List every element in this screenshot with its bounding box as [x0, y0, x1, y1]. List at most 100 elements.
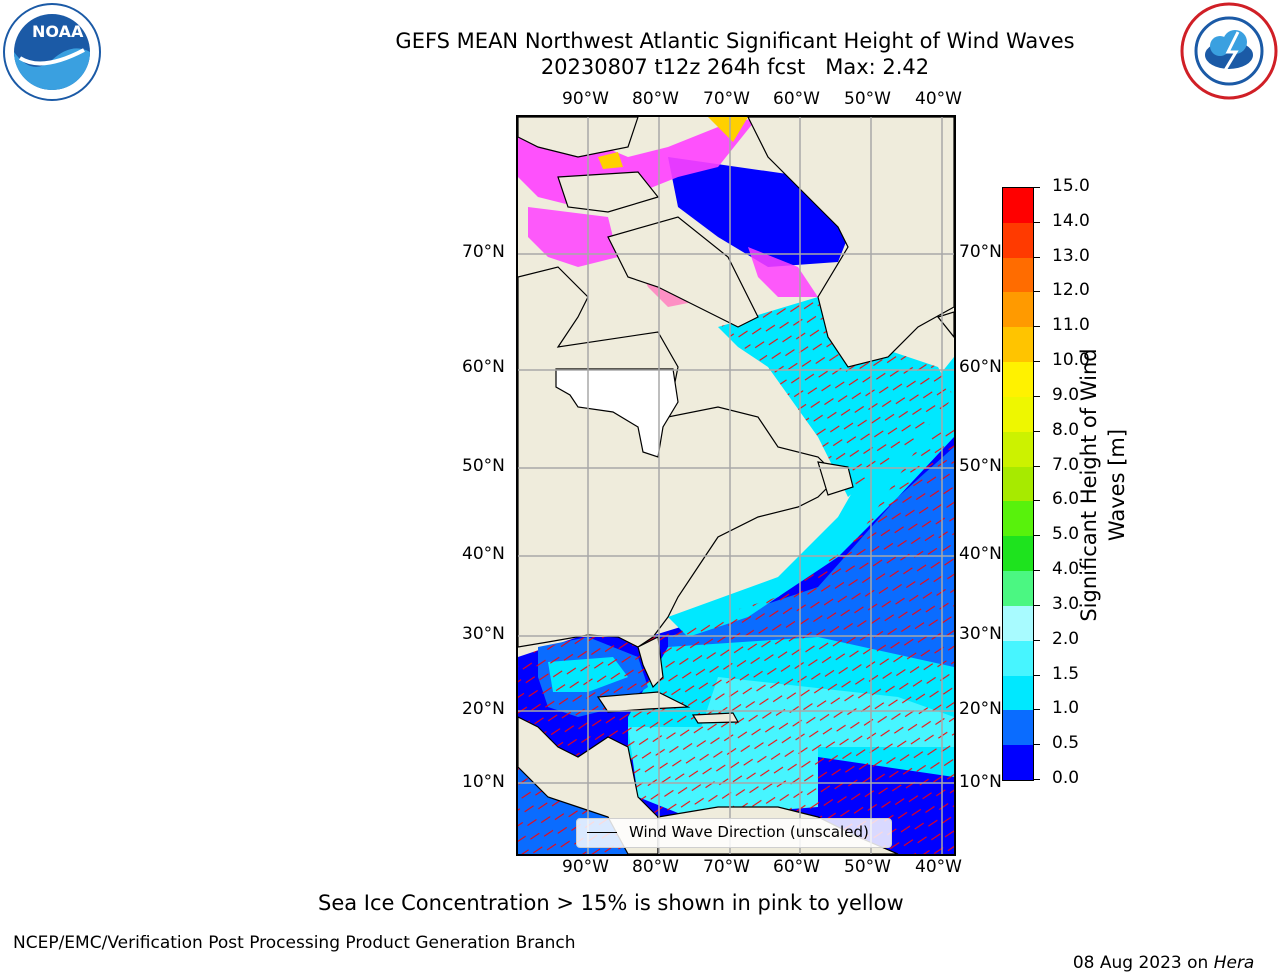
colorbar-tick-mark [1034, 674, 1040, 676]
colorbar-swatch [1003, 187, 1033, 223]
colorbar-tick-label: 2.0 [1052, 628, 1080, 649]
lon-label-top: 80°W [632, 89, 679, 109]
colorbar-tick-mark [1034, 779, 1040, 780]
lat-label-left: 10°N [462, 772, 505, 792]
lon-label-top: 60°W [773, 89, 820, 109]
noaa-logo-text: NOAA [32, 22, 84, 41]
lon-label-top: 90°W [562, 89, 609, 109]
colorbar-tick-label: 6.0 [1052, 489, 1080, 510]
legend-label: Wind Wave Direction (unscaled) [629, 823, 869, 841]
lat-label-right: 10°N [959, 772, 1002, 792]
colorbar-swatch [1003, 745, 1033, 780]
colorbar-tick-label: 5.0 [1052, 524, 1080, 545]
sea-ice-yellow [538, 117, 748, 169]
lon-label-bottom: 70°W [703, 857, 750, 877]
colorbar-tick-mark [1034, 326, 1040, 328]
land-arctic-isl-2 [557, 171, 660, 213]
colorbar-tick-label: 11.0 [1052, 315, 1090, 336]
footer-left: NCEP/EMC/Verification Post Processing Pr… [13, 933, 576, 953]
colorbar-tick-mark [1034, 395, 1040, 397]
map-plot [516, 115, 956, 856]
colorbar-tick-mark [1034, 256, 1040, 258]
lat-label-right: 50°N [959, 456, 1002, 476]
lat-label-left: 60°N [462, 357, 505, 377]
map-legend: Wind Wave Direction (unscaled) [576, 818, 892, 848]
colorbar-tick-mark [1034, 639, 1040, 641]
colorbar-tick-label: 4.0 [1052, 559, 1080, 580]
colorbar-tick-label: 13.0 [1052, 245, 1090, 266]
colorbar-tick-label: 15.0 [1052, 176, 1090, 196]
colorbar-tick-mark [1034, 465, 1040, 467]
colorbar-swatch [1003, 292, 1033, 328]
colorbar-ticks: 0.0 0.5 1.0 1.5 2.0 3.0 4.0 5.0 6.0 7.0 8.0 9.0 10.0… [1034, 176, 1114, 788]
lon-label-bottom: 90°W [562, 857, 609, 877]
colorbar-tick-mark [1034, 430, 1040, 432]
footer-machine: Hera [1213, 953, 1255, 973]
colorbar-tick-mark [1034, 187, 1040, 188]
lat-label-left: 40°N [462, 544, 505, 564]
colorbar-swatch [1003, 710, 1033, 746]
map-svg [518, 117, 954, 854]
colorbar-swatch [1003, 605, 1033, 641]
lat-label-right: 30°N [959, 624, 1002, 644]
land-hispaniola [691, 712, 740, 724]
lon-label-top: 50°W [844, 89, 891, 109]
colorbar-swatch [1003, 257, 1033, 293]
sea-ice-archipelago [528, 207, 618, 267]
land-baffin [607, 216, 759, 328]
land-north-america [518, 266, 839, 648]
colorbar-tick-mark [1034, 500, 1040, 502]
land-florida [637, 636, 664, 689]
land-cuba [596, 691, 691, 713]
lat-label-right: 40°N [959, 544, 1002, 564]
colorbar-swatch [1003, 396, 1033, 432]
colorbar-label-line1: Significant Height of Wind [1077, 348, 1101, 622]
lon-label-top: 70°W [703, 89, 750, 109]
colorbar-tick-label: 10.0 [1052, 350, 1090, 371]
colorbar-tick-mark [1034, 535, 1040, 537]
colorbar-tick-label: 14.0 [1052, 210, 1090, 231]
colorbar-swatch [1003, 536, 1033, 572]
colorbar-tick-label: 12.0 [1052, 280, 1090, 301]
colorbar-swatch [1003, 501, 1033, 537]
colorbar-tick-label: 3.0 [1052, 593, 1080, 614]
colorbar-tick-mark [1034, 570, 1040, 572]
colorbar-swatch [1003, 362, 1033, 397]
colorbar-tick-label: 1.5 [1052, 663, 1080, 684]
lat-label-left: 70°N [462, 242, 505, 262]
colorbar-swatches [1003, 187, 1033, 780]
footer-right: 08 Aug 2023 on Hera [1062, 933, 1255, 973]
colorbar-swatch [1003, 222, 1033, 258]
colorbar-tick-label: 0.0 [1052, 768, 1080, 788]
colorbar-tick-mark [1034, 221, 1040, 223]
chart-title: GEFS MEAN Northwest Atlantic Significant… [395, 29, 1075, 53]
lon-label-top: 40°W [915, 89, 962, 109]
colorbar [1002, 187, 1034, 781]
lon-label-bottom: 60°W [773, 857, 820, 877]
footer-date: 08 Aug 2023 on [1072, 953, 1214, 973]
lat-label-right: 60°N [959, 357, 1002, 377]
lon-label-bottom: 50°W [844, 857, 891, 877]
chart-subtitle: 20230807 t12z 264h fcst Max: 2.42 [540, 55, 930, 79]
colorbar-label: Significant Height of Wind Waves [m] [1075, 325, 1135, 645]
colorbar-swatch [1003, 640, 1033, 676]
colorbar-tick-label: 8.0 [1052, 419, 1080, 440]
colorbar-tick-mark [1034, 604, 1040, 606]
sea-ice-caption: Sea Ice Concentration > 15% is shown in … [318, 891, 904, 915]
colorbar-tick-label: 1.0 [1052, 698, 1080, 719]
colorbar-swatch [1003, 466, 1033, 502]
colorbar-swatch [1003, 571, 1033, 606]
graticule [518, 117, 954, 854]
lat-label-right: 20°N [959, 699, 1002, 719]
hudson-bay-mask [555, 368, 679, 458]
lat-label-left: 20°N [462, 699, 505, 719]
colorbar-swatch [1003, 675, 1033, 711]
lat-label-right: 70°N [959, 242, 1002, 262]
colorbar-tick-mark [1034, 361, 1040, 363]
lon-label-bottom: 40°W [915, 857, 962, 877]
lat-label-left: 30°N [462, 624, 505, 644]
colorbar-tick-mark [1034, 709, 1040, 711]
land-newfoundland [817, 461, 854, 496]
colorbar-tick-label: 7.0 [1052, 454, 1080, 475]
colorbar-swatch [1003, 431, 1033, 467]
